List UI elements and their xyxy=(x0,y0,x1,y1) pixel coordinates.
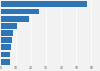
Bar xyxy=(1,16,29,22)
Bar xyxy=(1,37,12,43)
Bar xyxy=(1,9,39,14)
Bar xyxy=(1,23,17,29)
Bar xyxy=(1,1,87,7)
Bar xyxy=(1,59,10,65)
Bar xyxy=(1,44,11,50)
Bar xyxy=(1,52,10,58)
Bar xyxy=(1,30,13,36)
